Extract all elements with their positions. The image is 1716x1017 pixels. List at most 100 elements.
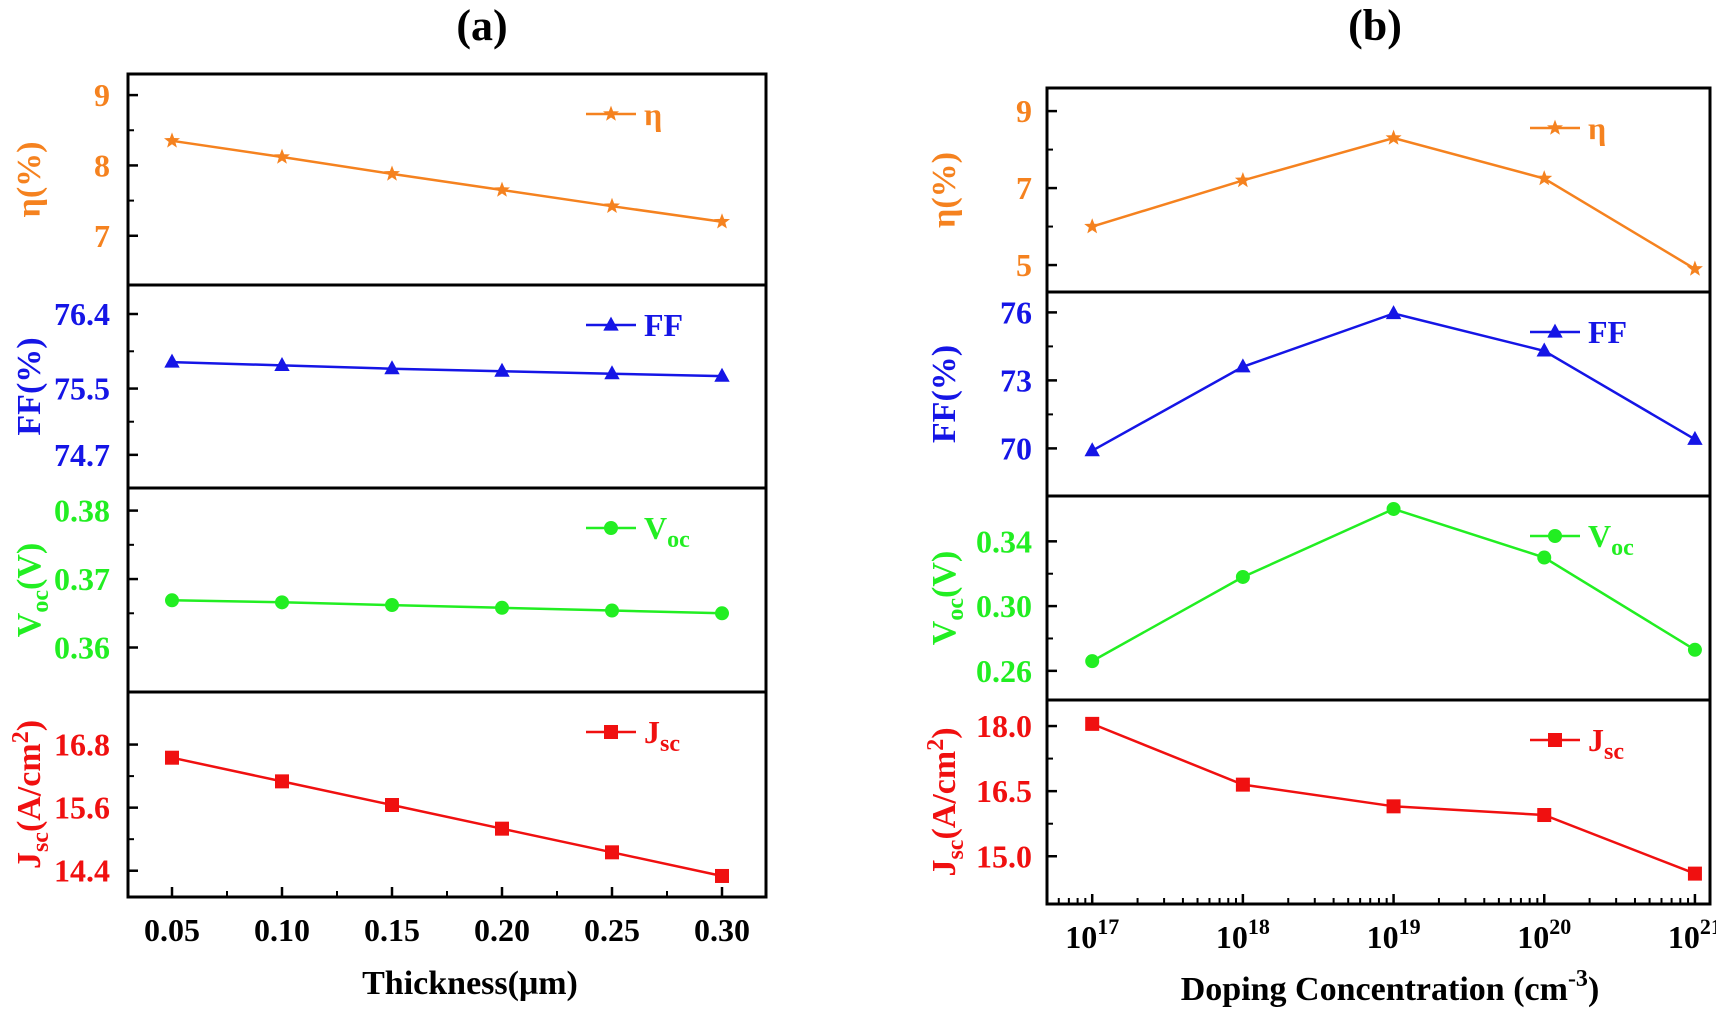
x-tick-base: 10 xyxy=(1065,919,1097,955)
data-point xyxy=(604,197,620,213)
legend-main: V xyxy=(644,510,667,546)
data-point xyxy=(1547,323,1563,338)
data-point xyxy=(1234,172,1251,188)
x-tick-label: 0.05 xyxy=(144,912,200,948)
data-point xyxy=(1385,129,1402,145)
data-point xyxy=(1548,529,1562,543)
x-tick-label: 0.25 xyxy=(584,912,640,948)
data-point xyxy=(1084,218,1101,234)
y-tick-label: 9 xyxy=(1016,93,1032,129)
x-tick-label: 1017 xyxy=(1065,914,1119,955)
data-point xyxy=(1385,305,1402,320)
series-line xyxy=(171,756,723,878)
legend-sub: sc xyxy=(1604,739,1624,765)
y-axis-label: FF(%) xyxy=(926,345,963,443)
y-label-main: J xyxy=(926,860,963,877)
x-tick-label: 0.30 xyxy=(694,912,750,948)
y-label-tail: (V) xyxy=(11,543,48,590)
data-point xyxy=(494,362,510,377)
axes-frame xyxy=(126,486,768,694)
data-point xyxy=(1386,501,1401,516)
x-tick-base: 0.20 xyxy=(474,912,530,948)
x-tick-base: 10 xyxy=(1367,919,1399,955)
x-label-sup: -3 xyxy=(1568,966,1588,992)
data-point xyxy=(384,165,400,181)
y-tick-label: 0.26 xyxy=(976,653,1032,689)
data-point xyxy=(1084,442,1100,457)
x-tick-label: 1019 xyxy=(1367,914,1421,955)
data-point xyxy=(603,105,619,121)
y-axis-label: Voc(V) xyxy=(926,551,969,645)
y-tick-label: 76.4 xyxy=(54,296,110,332)
y-label-tail: (V) xyxy=(926,551,963,598)
data-point xyxy=(605,845,619,860)
legend-sub: oc xyxy=(667,527,690,553)
x-tick-exponent: 21 xyxy=(1700,914,1716,939)
data-point xyxy=(164,132,180,148)
data-point xyxy=(1235,358,1251,373)
data-point xyxy=(1687,642,1702,657)
y-axis-label: η(%) xyxy=(926,152,963,228)
data-point xyxy=(385,798,399,813)
y-axis-label: FF(%) xyxy=(11,337,48,435)
axes-frame xyxy=(126,72,768,287)
x-tick-base: 10 xyxy=(1517,919,1549,955)
panel-label: (a) xyxy=(456,1,507,50)
y-label-tail: (A/cm xyxy=(926,751,963,840)
y-tick-label: 7 xyxy=(1016,170,1032,206)
data-point xyxy=(714,213,730,229)
y-label-main: η(%) xyxy=(926,152,963,228)
x-tick-label: 1021 xyxy=(1668,914,1716,955)
data-point xyxy=(1085,716,1100,731)
x-label-main: Thickness(μm) xyxy=(362,965,578,1002)
series-line xyxy=(171,360,723,378)
x-tick-label: 0.15 xyxy=(364,912,420,948)
axes-frame xyxy=(126,690,768,899)
legend-label: FF xyxy=(1588,314,1627,350)
y-tick-label: 5 xyxy=(1016,247,1032,283)
legend-label: FF xyxy=(644,307,683,343)
subplot-ff: 70 73 76 FF(%) FF xyxy=(926,290,1712,498)
y-label-sup: 2 xyxy=(923,739,949,751)
y-tick-label: 0.34 xyxy=(976,523,1032,559)
y-tick-label: 16.8 xyxy=(54,727,110,763)
legend-main: J xyxy=(644,714,660,750)
axes-frame xyxy=(1045,698,1712,906)
series-line xyxy=(1091,136,1696,270)
legend-label: Jsc xyxy=(644,714,680,757)
x-tick-base: 0.15 xyxy=(364,912,420,948)
x-tick-exponent: 20 xyxy=(1549,914,1571,939)
y-label-main: V xyxy=(11,612,48,637)
legend-sub: oc xyxy=(1611,535,1634,561)
data-point xyxy=(1536,170,1553,186)
data-point xyxy=(604,365,620,380)
y-tick-label: 16.5 xyxy=(976,773,1032,809)
x-tick-exponent: 18 xyxy=(1248,914,1270,939)
y-label-sub: oc xyxy=(28,590,54,613)
legend-label: Jsc xyxy=(1588,722,1624,765)
y-tick-label: 8 xyxy=(94,147,110,183)
x-label-main: Doping Concentration (cm xyxy=(1181,971,1568,1008)
series-line xyxy=(171,599,723,615)
data-point xyxy=(714,367,730,382)
y-tick-label: 7 xyxy=(94,218,110,254)
y-axis-label: Jsc(A/cm2) xyxy=(923,727,969,876)
data-point xyxy=(1687,866,1702,881)
y-label-tail: (A/cm xyxy=(11,743,48,832)
data-point xyxy=(274,148,290,164)
y-label-close: ) xyxy=(926,727,963,738)
y-label-sub: sc xyxy=(28,832,54,852)
data-point xyxy=(1537,550,1552,565)
x-tick-label: 0.20 xyxy=(474,912,530,948)
x-label-close: ) xyxy=(1588,971,1599,1008)
data-point xyxy=(604,725,618,739)
data-point xyxy=(494,181,510,197)
y-tick-label: 0.37 xyxy=(54,561,110,597)
x-tick-label: 0.10 xyxy=(254,912,310,948)
legend-main: FF xyxy=(644,307,683,343)
legend-main: FF xyxy=(1588,314,1627,350)
legend-main: V xyxy=(1588,518,1611,554)
